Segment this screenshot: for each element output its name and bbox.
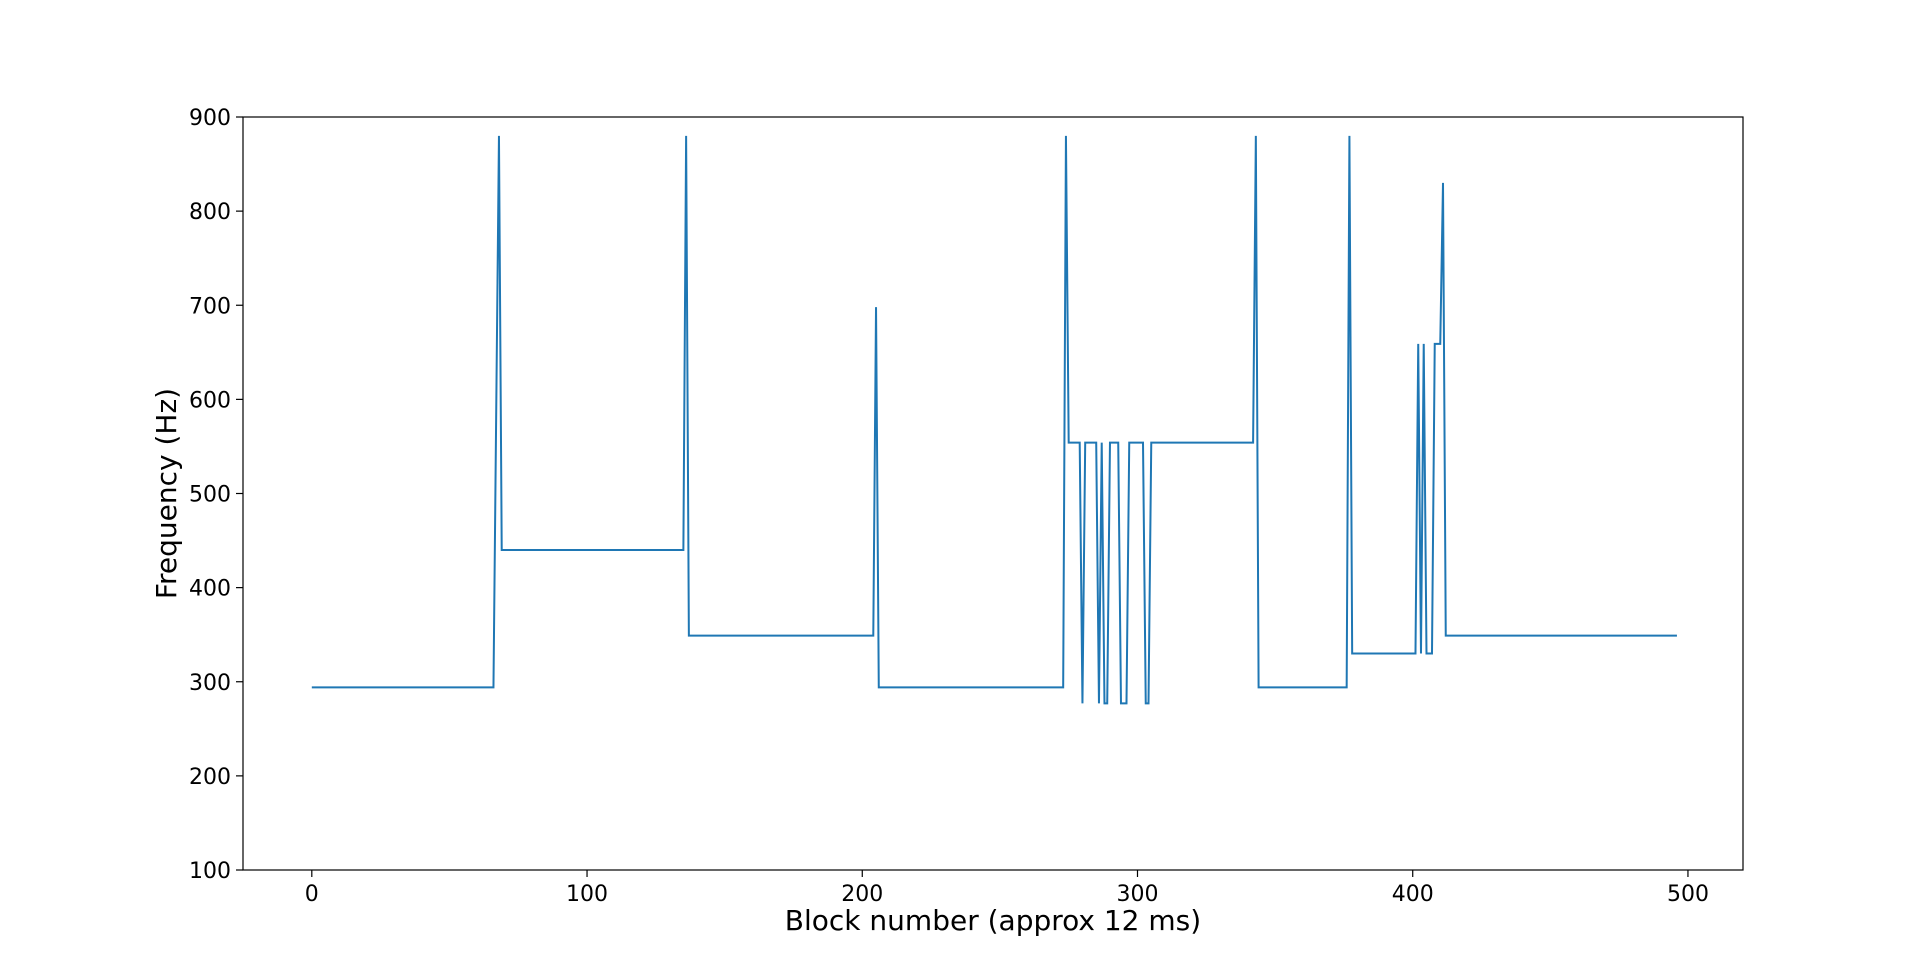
- y-tick-label: 600: [189, 388, 231, 413]
- y-axis-label: Frequency (Hz): [150, 388, 183, 599]
- y-tick-label: 800: [189, 200, 231, 225]
- plot-frame: [242, 116, 1744, 871]
- x-tick-label: 500: [1667, 882, 1709, 907]
- y-tick-label: 300: [189, 671, 231, 696]
- series-line-0: [311, 135, 1677, 705]
- x-tick-label: 300: [1116, 882, 1158, 907]
- axes-layer: 0 100 200 300 400 500 100 200 300 400 500 600 700 800…: [189, 106, 1744, 907]
- x-tick-label: 200: [841, 882, 883, 907]
- x-tick-label: 100: [566, 882, 608, 907]
- y-tick-label: 400: [189, 577, 231, 602]
- x-tick-label: 0: [305, 882, 319, 907]
- y-tick-label: 100: [189, 859, 231, 884]
- x-tick-label: 400: [1392, 882, 1434, 907]
- y-tick-label: 200: [189, 765, 231, 790]
- y-tick-label: 900: [189, 106, 231, 131]
- y-tick-label: 500: [189, 483, 231, 508]
- y-tick-label: 700: [189, 294, 231, 319]
- plot-layer: [311, 135, 1677, 705]
- x-axis-label: Block number (approx 12 ms): [785, 904, 1201, 937]
